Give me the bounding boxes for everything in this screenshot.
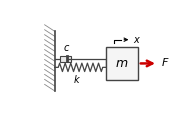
- Bar: [60, 56, 71, 62]
- Text: m: m: [116, 57, 128, 70]
- Text: k: k: [73, 75, 79, 85]
- Text: F: F: [162, 58, 168, 68]
- Text: x: x: [134, 35, 139, 45]
- Text: c: c: [63, 43, 69, 53]
- Bar: [106, 47, 138, 80]
